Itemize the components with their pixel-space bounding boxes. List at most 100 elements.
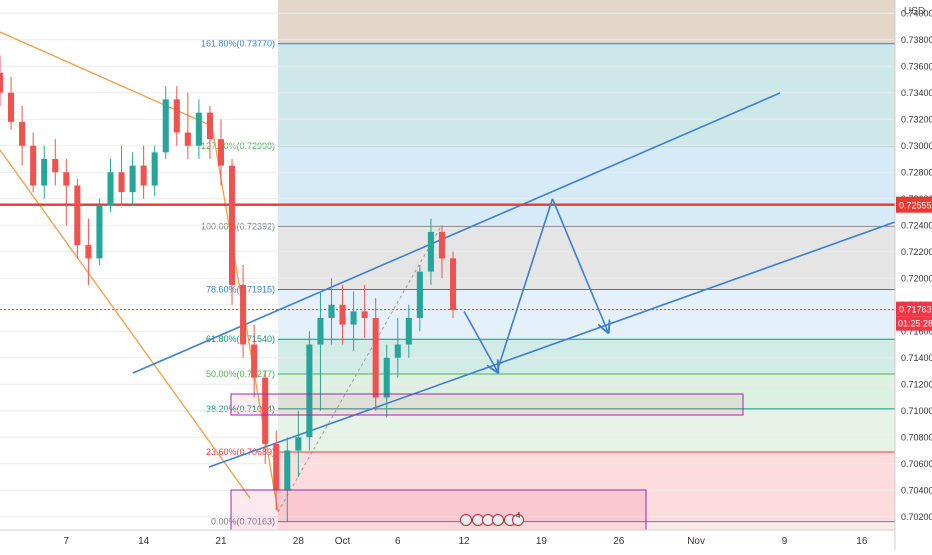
event-flag-icon <box>482 514 494 526</box>
resistance-price-tag <box>896 196 932 213</box>
fib-level-label: 100.00%(0.72392) <box>201 221 275 231</box>
candle-body <box>52 159 59 173</box>
candle-body <box>416 271 423 318</box>
candle-body <box>162 99 169 153</box>
countdown-label: 01:25:28 <box>898 319 932 329</box>
support-zone-upper <box>230 393 744 416</box>
fib-level-label: 23.60%(0.70689) <box>206 447 275 457</box>
candle-body <box>184 132 191 146</box>
fib-band <box>278 43 895 147</box>
event-flag-icon <box>512 514 524 526</box>
blue-channel-lower <box>208 221 896 468</box>
y-tick-label: 0.70800 <box>901 432 932 442</box>
event-flag-icon <box>492 514 504 526</box>
candle-body <box>30 145 37 186</box>
y-tick-label: 0.72800 <box>901 167 932 177</box>
candle-body <box>96 205 103 259</box>
orange-trend-line-upper <box>0 31 213 127</box>
fib-band <box>278 146 895 227</box>
y-tick-label: 0.71600 <box>901 326 932 336</box>
y-tick-label: 0.70200 <box>901 512 932 522</box>
candle-body <box>63 172 70 186</box>
event-flag-icon <box>460 514 472 526</box>
x-tick-label: Nov <box>687 536 705 547</box>
candle-body <box>295 437 302 451</box>
fib-band <box>278 374 895 409</box>
y-tick-label: 0.74000 <box>901 8 932 18</box>
fib-band <box>278 408 895 452</box>
x-tick-label: 9 <box>782 536 788 547</box>
x-tick-label: 7 <box>64 536 70 547</box>
y-tick-label: 0.72000 <box>901 273 932 283</box>
x-tick-label: 14 <box>138 536 150 547</box>
x-tick-label: 12 <box>459 536 471 547</box>
fib-level-label: 0.00%(0.70163) <box>211 517 275 527</box>
candle-body <box>361 311 368 318</box>
event-flag-icon <box>472 514 484 526</box>
x-tick-label: 6 <box>395 536 401 547</box>
countdown-tag <box>896 316 932 331</box>
candle-body <box>151 152 158 186</box>
y-tick-label: 0.73600 <box>901 61 932 71</box>
candle-body <box>206 112 213 140</box>
candle-body <box>273 443 280 491</box>
orange-trend-line-lower <box>0 149 251 499</box>
fib-level-label: 38.20%(0.71014) <box>206 404 275 414</box>
candle-body <box>405 318 412 345</box>
candle-body <box>228 165 236 285</box>
candle-body <box>74 185 81 246</box>
resistance-price-label: 0.72555 <box>899 201 932 211</box>
y-tick-label: 0.71000 <box>901 406 932 416</box>
candle-body <box>350 311 357 325</box>
y-tick-label: 0.73800 <box>901 35 932 45</box>
candle-body <box>372 318 379 398</box>
y-tick-label: 0.71200 <box>901 379 932 389</box>
candle-body <box>129 165 136 193</box>
y-tick-label: 0.72200 <box>901 247 932 257</box>
projection-segment <box>463 310 497 371</box>
fib-band <box>278 339 895 375</box>
candle-body <box>19 121 26 146</box>
candle-body <box>41 159 48 186</box>
candle-body <box>118 172 125 193</box>
x-tick-label: Oct <box>335 536 351 547</box>
candle-body <box>262 377 269 444</box>
fib-level-label: 50.00%(0.71277) <box>206 369 275 379</box>
x-tick-label: 19 <box>536 536 548 547</box>
y-tick-label: 0.70600 <box>901 459 932 469</box>
y-tick-label: 0.73200 <box>901 114 932 124</box>
y-tick-label: 0.71400 <box>901 353 932 363</box>
currency-label: USD <box>904 6 925 17</box>
candle-body <box>107 172 114 206</box>
y-tick-label: 0.73000 <box>901 141 932 151</box>
candle-body <box>0 72 4 93</box>
fibonacci-bands: 161.80%(0.73770)127.20%(0.72998)100.00%(… <box>0 0 895 530</box>
candle-body <box>217 139 225 166</box>
fib-band <box>278 521 895 530</box>
last-price-label: 0.71763 <box>899 305 932 315</box>
candle-body <box>284 450 291 491</box>
candle-body <box>195 112 202 146</box>
x-tick-label: 26 <box>613 536 625 547</box>
event-count-label: 4 <box>516 511 521 520</box>
candle-body <box>449 258 457 311</box>
support-zone-lower <box>230 489 647 531</box>
candle-body <box>85 245 92 259</box>
x-tick-label: 16 <box>856 536 868 547</box>
candle-body <box>394 344 401 358</box>
y-tick-label: 0.73400 <box>901 88 932 98</box>
last-price-tag <box>896 301 932 317</box>
fib-level-label: 161.80%(0.73770) <box>201 39 275 49</box>
candle-body <box>427 231 434 272</box>
candle-body <box>339 304 346 325</box>
projection-path <box>463 198 608 371</box>
y-tick-label: 0.70400 <box>901 485 932 495</box>
candle-body <box>306 344 313 438</box>
x-tick-label: 28 <box>293 536 305 547</box>
x-tick-label: 21 <box>215 536 227 547</box>
candle-body <box>240 284 247 345</box>
candle-body <box>383 357 390 398</box>
